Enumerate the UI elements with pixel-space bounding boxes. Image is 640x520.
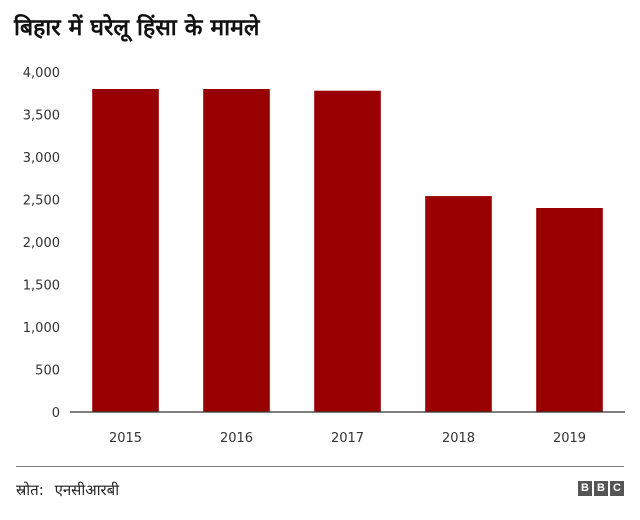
bars: [92, 89, 603, 412]
x-tick-label: 2015: [109, 431, 142, 446]
x-tick-label: 2017: [331, 431, 364, 446]
y-tick-label: 0: [52, 406, 60, 421]
bbc-logo: B B C: [578, 481, 624, 496]
x-axis-ticks: 2015 2016 2017 2018 2019: [109, 431, 586, 446]
bar-2016: [203, 89, 270, 412]
y-tick-label: 3,500: [23, 109, 60, 124]
y-tick-label: 2,500: [23, 194, 60, 209]
y-tick-label: 4,000: [23, 66, 60, 81]
y-tick-label: 1,500: [23, 279, 60, 294]
bar-2017: [314, 90, 381, 412]
source-label: स्रोत:: [16, 481, 44, 499]
bar-2019: [536, 208, 603, 412]
y-tick-label: 2,000: [23, 236, 60, 251]
bar-chart: 05001,0001,5002,0002,5003,0003,5004,000 …: [23, 66, 625, 446]
bbc-logo-letter: C: [610, 481, 624, 496]
y-tick-label: 500: [35, 364, 60, 379]
bbc-logo-letter: B: [594, 481, 608, 496]
bar-2018: [425, 196, 492, 412]
bar-2015: [92, 89, 159, 412]
y-tick-label: 3,000: [23, 151, 60, 166]
chart-title: बिहार में घरेलू हिंसा के मामले: [14, 15, 260, 41]
source-value: एनसीआरबी: [54, 481, 120, 499]
footer-divider: [16, 466, 624, 467]
source-note: स्रोत: एनसीआरबी: [16, 480, 119, 500]
y-tick-label: 1,000: [23, 321, 60, 336]
y-axis-ticks: 0 500 1,000 1,500 2,000 2,500 3,000 3,500 4,000: [23, 66, 60, 421]
x-tick-label: 2016: [220, 431, 253, 446]
x-tick-label: 2019: [553, 431, 586, 446]
bbc-logo-letter: B: [578, 481, 592, 496]
x-tick-label: 2018: [442, 431, 475, 446]
